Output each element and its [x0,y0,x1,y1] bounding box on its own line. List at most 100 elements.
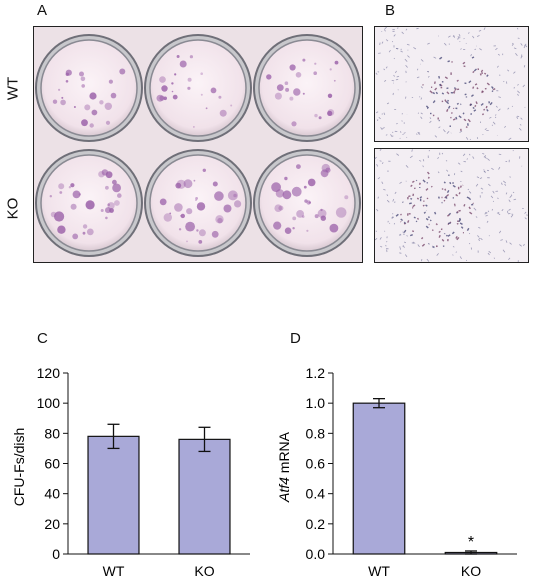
cell-mark [422,204,425,207]
cell-mark [483,155,487,158]
cell-mark [452,184,456,188]
panel-a-plate-image [33,26,363,263]
cell-mark [441,92,445,95]
colony [176,179,186,189]
cell-mark [495,105,498,108]
colony [275,189,285,198]
colony [187,77,192,82]
cell-mark [417,133,421,135]
cell-mark [386,102,390,105]
colony [104,102,113,111]
colony [65,80,69,83]
cell-mark [508,199,511,203]
colony [52,99,58,104]
panel-a-letter: A [37,2,48,19]
cell-mark [407,220,410,223]
cell-mark [403,221,407,225]
cell-mark [436,253,439,256]
cell-mark [384,79,387,82]
bar-wt [87,435,140,555]
cell-mark [455,236,458,239]
cell-mark [511,105,514,108]
cell-mark [405,96,407,99]
colony [292,227,295,230]
panel-b-micrograph-bottom [374,148,529,263]
cell-mark [488,183,491,187]
cell-mark [456,210,459,214]
colony [195,197,199,200]
cell-mark [513,198,517,201]
cell-mark [458,192,461,195]
colony [70,203,77,210]
cell-mark [487,158,490,161]
colony [314,62,317,65]
cell-mark [413,216,416,219]
cell-mark [496,211,500,214]
cell-mark [446,91,450,95]
cell-mark [438,230,441,234]
cell-mark [457,36,460,39]
colony [171,90,174,93]
cell-mark [433,56,437,59]
cell-mark [419,196,423,199]
colony [119,68,126,75]
cell-mark [374,237,378,241]
colony [344,195,349,200]
cell-mark [383,188,386,191]
cell-mark [405,165,409,168]
colony [320,215,326,221]
cell-mark [409,234,413,237]
cell-mark [472,35,475,39]
cell-mark [430,185,433,188]
cell-mark [446,214,450,217]
cell-mark [523,45,526,49]
culture-dish [35,34,143,142]
cell-mark [417,68,419,71]
chart-d-ylabel-unit: mRNA [276,431,292,477]
cell-mark [419,159,422,162]
colony [185,221,196,232]
cell-mark [406,235,408,237]
cell-mark [374,156,377,160]
cell-mark [495,47,498,51]
colony [266,74,272,80]
cell-mark [423,211,426,214]
cell-mark [473,207,477,211]
colony [306,229,309,232]
cell-mark [384,26,387,30]
cell-mark [425,204,428,207]
colony [334,60,339,65]
cell-mark [456,102,459,105]
culture-dish [253,149,361,257]
colony [307,178,316,187]
significance-marker: * [468,534,474,551]
colony [205,107,208,110]
cell-mark [512,191,515,194]
cell-mark [391,80,395,82]
colony [218,95,222,99]
cell-mark [386,194,389,197]
cell-mark [402,133,404,136]
cell-mark [469,103,473,106]
cell-mark [511,43,514,46]
colony [82,231,86,235]
colony [210,87,217,94]
colony [105,185,109,190]
y-tick-label: 0.2 [306,516,326,532]
cell-mark [509,242,512,245]
colony [308,201,311,204]
row-label-ko: KO [4,197,22,220]
cell-mark [396,153,400,156]
cell-mark [472,86,475,89]
cell-mark [505,240,508,243]
cell-mark [420,86,423,89]
cell-mark [437,157,440,160]
cell-mark [486,74,489,77]
colony [198,240,203,244]
colony [57,225,66,234]
colony [289,64,296,71]
colony [273,221,282,230]
cell-mark [465,126,468,129]
cell-mark [447,60,451,63]
colony [61,96,64,99]
